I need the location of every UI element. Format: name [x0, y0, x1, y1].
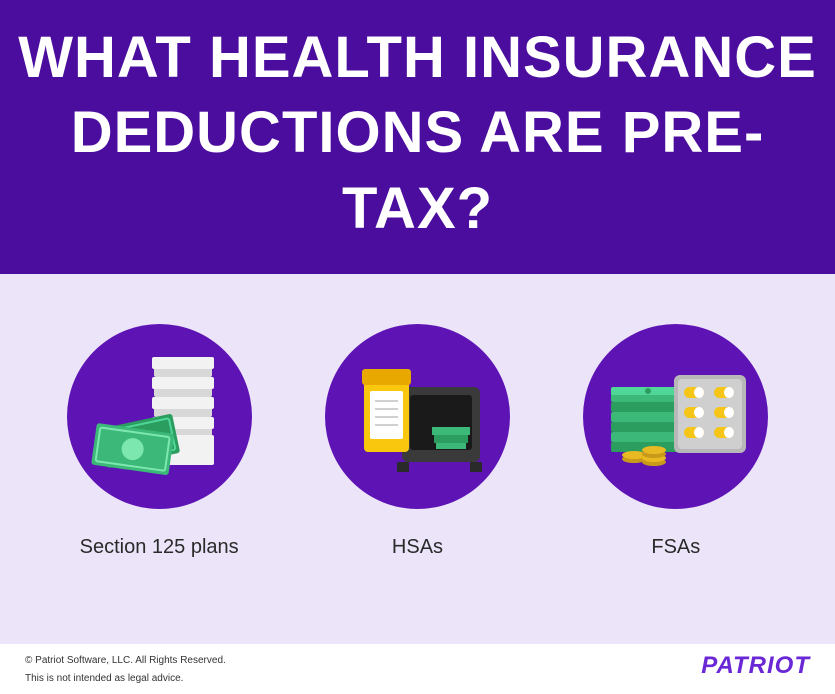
money-papers-icon: [84, 347, 234, 487]
label-section125: Section 125 plans: [80, 534, 239, 560]
copyright-text: © Patriot Software, LLC. All Rights Rese…: [25, 652, 226, 670]
circle-fsas: [583, 324, 768, 509]
content-area: Section 125 plans: [0, 274, 835, 644]
item-fsas: FSAs: [561, 324, 791, 560]
footer: © Patriot Software, LLC. All Rights Rese…: [0, 644, 835, 694]
label-fsas: FSAs: [651, 534, 700, 560]
money-pills-icon: [596, 347, 756, 487]
circle-section125: [67, 324, 252, 509]
footer-legal: © Patriot Software, LLC. All Rights Rese…: [25, 652, 226, 688]
item-section125: Section 125 plans: [44, 324, 274, 560]
page-title: WHAT HEALTH INSURANCE DEDUCTIONS ARE PRE…: [10, 20, 825, 246]
pill-safe-icon: [342, 347, 492, 487]
circle-hsas: [325, 324, 510, 509]
item-hsas: HSAs: [302, 324, 532, 560]
disclaimer-text: This is not intended as legal advice.: [25, 670, 226, 688]
brand-logo: PATRIOT: [701, 652, 810, 680]
header: WHAT HEALTH INSURANCE DEDUCTIONS ARE PRE…: [0, 0, 835, 274]
label-hsas: HSAs: [392, 534, 443, 560]
